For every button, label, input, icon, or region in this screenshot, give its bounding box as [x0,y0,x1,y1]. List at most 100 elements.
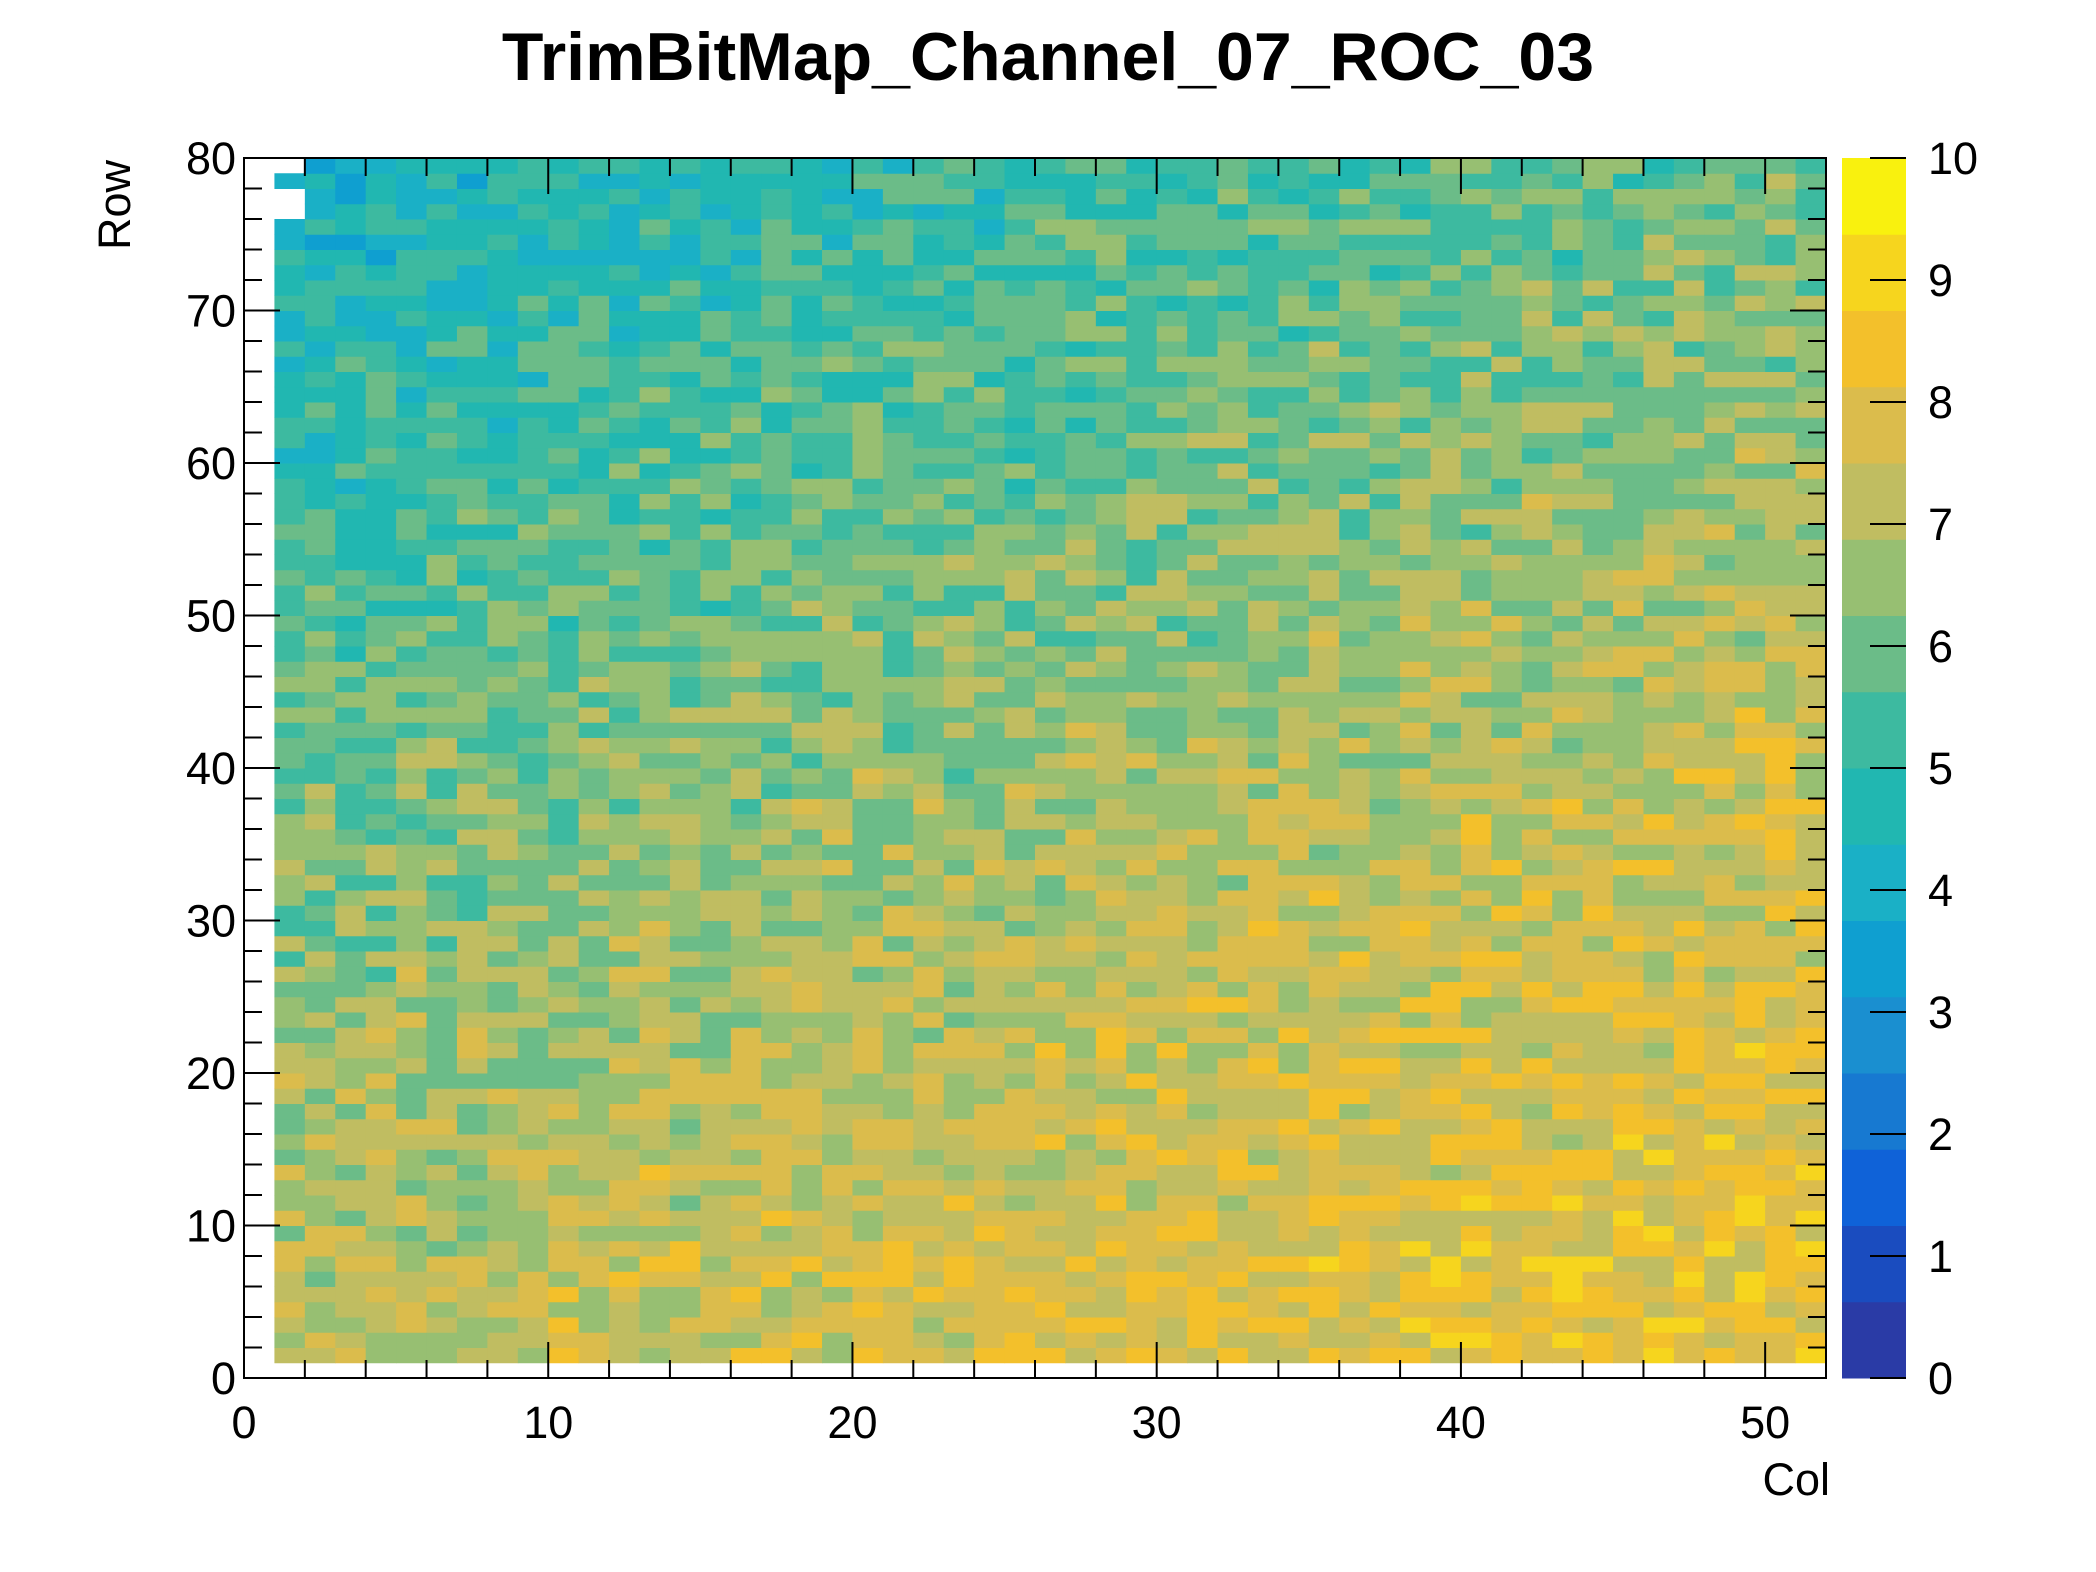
heatmap-cell [304,661,336,677]
heatmap-cell [335,737,367,754]
heatmap-cell [852,905,884,921]
heatmap-cell [1765,783,1797,799]
heatmap-cell [1734,203,1766,220]
heatmap-cell [1187,600,1219,616]
heatmap-cell [1400,356,1431,372]
heatmap-cell [274,1225,306,1242]
heatmap-cell [365,1317,397,1333]
heatmap-cell [1339,585,1371,601]
heatmap-cell [1187,1225,1219,1242]
heatmap-cell [1187,417,1219,433]
heatmap-cell [274,691,306,708]
heatmap-cell [822,1164,853,1181]
heatmap-cell [1552,890,1584,906]
heatmap-cell [1795,1103,1827,1120]
heatmap-cell [1552,1118,1584,1135]
heatmap-cell [396,325,428,342]
heatmap-cell [761,188,793,205]
heatmap-cell [822,966,853,982]
heatmap-cell [1795,1118,1827,1135]
heatmap-cell [639,554,671,571]
heatmap-cell [1704,951,1736,967]
heatmap-cell [1278,1301,1310,1318]
heatmap-cell [396,188,428,205]
heatmap-cell [456,493,488,510]
heatmap-cell [943,966,975,982]
heatmap-cell [822,417,853,433]
heatmap-cell [974,1271,1006,1287]
heatmap-cell [1460,951,1492,967]
heatmap-cell [1156,188,1188,205]
heatmap-cell [1521,1317,1553,1333]
heatmap-cell [1035,1240,1066,1257]
heatmap-cell [943,1195,975,1211]
heatmap-cell [578,1179,610,1196]
heatmap-cell [548,844,580,860]
heatmap-cell [304,1286,336,1303]
heatmap-cell [1491,722,1523,738]
heatmap-cell [1400,630,1431,647]
heatmap-cell [761,569,793,586]
heatmap-cell [1156,447,1188,464]
heatmap-cell [1065,508,1097,525]
heatmap-cell [396,600,428,616]
heatmap-cell [335,661,367,677]
heatmap-cell [1765,1057,1797,1074]
heatmap-cell [1734,249,1766,266]
heatmap-cell [822,722,853,738]
color-scale-tick-label: 8 [1928,377,1953,428]
heatmap-cell [1065,661,1097,677]
heatmap-cell [1460,676,1492,693]
heatmap-cell [1765,432,1797,449]
heatmap-cell [365,1301,397,1318]
heatmap-cell [700,1103,732,1120]
heatmap-cell [548,752,580,769]
heatmap-cell [1369,539,1401,555]
heatmap-cell [639,874,671,891]
heatmap-cell [1430,1225,1462,1242]
heatmap-cell [274,707,306,723]
heatmap-cell [1460,417,1492,433]
heatmap-cell [730,920,762,937]
heatmap-cell [882,829,914,845]
heatmap-cell [1400,1118,1431,1135]
heatmap-cell [1765,1027,1797,1043]
heatmap-cell [1521,1149,1553,1165]
heatmap-cell [1673,1332,1705,1348]
heatmap-cell [365,981,397,998]
heatmap-cell [1643,1164,1675,1181]
heatmap-cell [1491,920,1523,937]
heatmap-cell [609,981,640,998]
heatmap-cell [1643,615,1675,632]
heatmap-cell [1095,646,1127,662]
heatmap-cell [1308,219,1340,235]
heatmap-cell [913,478,945,494]
heatmap-cell [1521,935,1553,952]
heatmap-cell [1552,1042,1584,1059]
heatmap-cell [1765,722,1797,738]
heatmap-cell [426,1057,458,1074]
heatmap-cell [456,768,488,784]
heatmap-cell [913,951,945,967]
heatmap-cell [1308,966,1340,982]
heatmap-cell [1156,569,1188,586]
heatmap-cell [517,264,549,281]
heatmap-cells [274,158,1827,1364]
heatmap-cell [1521,295,1553,311]
heatmap-cell [487,371,519,388]
heatmap-cell [1795,447,1827,464]
heatmap-cell [1704,539,1736,555]
heatmap-cell [1673,1042,1705,1059]
heatmap-cell [396,447,428,464]
heatmap-cell [1552,371,1584,388]
heatmap-cell [274,569,306,586]
heatmap-cell [730,1027,762,1043]
heatmap-cell [761,508,793,525]
heatmap-cell [1156,981,1188,998]
heatmap-cell [1308,569,1340,586]
heatmap-cell [1187,981,1219,998]
heatmap-cell [974,402,1006,418]
heatmap-cell [761,1118,793,1135]
heatmap-cell [1430,1057,1462,1074]
heatmap-cell [1460,264,1492,281]
